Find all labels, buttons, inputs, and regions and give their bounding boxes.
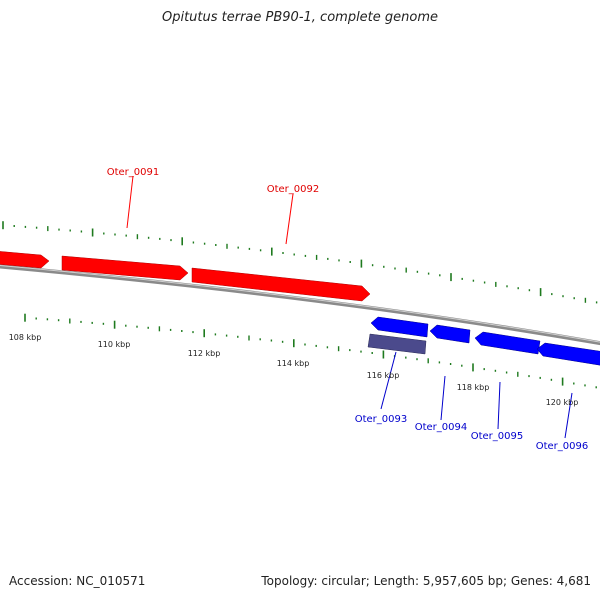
- gene-feature-oter-0096[interactable]: [536, 342, 600, 366]
- genome-summary-text: Topology: circular; Length: 5,957,605 bp…: [261, 574, 591, 588]
- scale-label-120: 120 kbp: [546, 398, 579, 407]
- scale-label-114: 114 kbp: [277, 359, 310, 368]
- reverse-gene-track: [367, 316, 600, 366]
- gene-feature-oter-0092[interactable]: [191, 267, 371, 302]
- accession-text: Accession: NC_010571: [9, 574, 146, 588]
- gene-feature-oter-0095[interactable]: [474, 331, 541, 355]
- inner-tick-track: [24, 313, 597, 389]
- gene-feature-upstream[interactable]: [0, 251, 50, 269]
- gene-feature-oter-0093-cds[interactable]: [370, 316, 429, 338]
- gene-feature-oter-0091[interactable]: [61, 255, 189, 281]
- genome-backbone: [0, 264, 600, 346]
- gene-label-oter-0096[interactable]: Oter_0096: [536, 441, 589, 452]
- scale-label-112: 112 kbp: [188, 349, 221, 358]
- gene-feature-oter-0094[interactable]: [429, 324, 471, 344]
- scale-label-110: 110 kbp: [98, 340, 131, 349]
- gene-label-oter-0092[interactable]: Oter_0092: [267, 184, 320, 195]
- map-title: Opitutus terrae PB90-1, complete genome: [161, 10, 439, 25]
- scale-label-108: 108 kbp: [9, 333, 42, 342]
- scale-label-118: 118 kbp: [457, 383, 490, 392]
- gene-label-oter-0094[interactable]: Oter_0094: [415, 422, 468, 433]
- gene-feature-oter-0093[interactable]: [367, 333, 427, 355]
- gene-label-oter-0095[interactable]: Oter_0095: [471, 431, 524, 442]
- outer-tick-track: [2, 221, 598, 304]
- gene-labels: Oter_0091 Oter_0092 Oter_0093 Oter_0094 …: [107, 167, 589, 452]
- gene-label-oter-0091[interactable]: Oter_0091: [107, 167, 160, 178]
- scale-label-116: 116 kbp: [367, 371, 400, 380]
- forward-gene-track: [0, 251, 371, 302]
- scale-labels: 108 kbp 110 kbp 112 kbp 114 kbp 116 kbp …: [9, 333, 579, 407]
- gene-label-oter-0093[interactable]: Oter_0093: [355, 414, 408, 425]
